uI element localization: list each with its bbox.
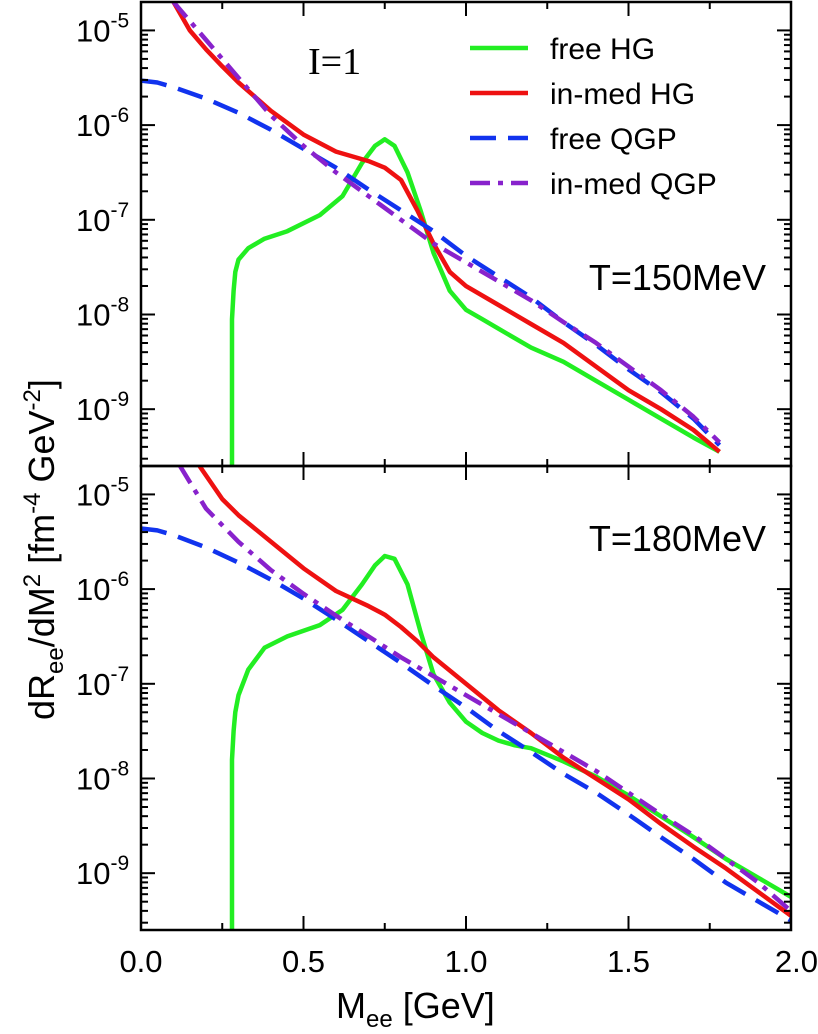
x-tick-label: 1.5 xyxy=(607,944,650,979)
y-axis-title-c-sup: -4 xyxy=(19,493,46,514)
series-line-free-qgp xyxy=(141,526,791,923)
series-line-free-hg xyxy=(229,137,721,466)
y-axis-title-b: /dM xyxy=(21,587,62,647)
series-group xyxy=(141,2,722,466)
y-tick-label-base: 10 xyxy=(76,297,110,332)
y-tick-label-base: 10 xyxy=(76,108,110,143)
y-tick-label-exponent: -9 xyxy=(110,852,129,875)
y-axis-title-d-sup: -2 xyxy=(19,389,46,410)
y-tick-label-base: 10 xyxy=(76,856,110,891)
series-line-in-med-hg xyxy=(171,2,721,454)
y-axis-title-b-sup: 2 xyxy=(19,574,46,587)
x-tick-label: 1.0 xyxy=(444,944,487,979)
y-axis-title-a-sub: ee xyxy=(42,647,69,674)
y-tick-label: 10-6 xyxy=(76,104,129,143)
x-tick-label: 0.5 xyxy=(282,944,325,979)
y-tick-label-exponent: -9 xyxy=(110,388,129,411)
series-group xyxy=(141,466,791,930)
y-axis-title-d: GeV xyxy=(21,411,62,493)
y-tick-label-exponent: -6 xyxy=(110,104,129,127)
y-tick-label: 10-9 xyxy=(76,388,129,427)
y-tick-label-base: 10 xyxy=(76,761,110,796)
panel-label: T=180MeV xyxy=(589,518,766,559)
y-tick-label-base: 10 xyxy=(76,572,110,607)
y-tick-label-base: 10 xyxy=(76,667,110,702)
chart-panel-2: 10-910-810-710-610-5T=180MeV xyxy=(76,464,793,932)
y-tick-label: 10-9 xyxy=(76,852,129,891)
x-tick-label: 0.0 xyxy=(119,944,162,979)
y-tick-label-exponent: -7 xyxy=(110,199,129,222)
y-tick-label: 10-8 xyxy=(76,293,129,332)
y-tick-label: 10-5 xyxy=(76,473,129,512)
y-tick-label-exponent: -8 xyxy=(110,757,129,780)
legend: free HG in-med HG free QGP in-med QGP xyxy=(470,33,717,201)
y-tick-label-exponent: -7 xyxy=(110,663,129,686)
series-line-in-med-hg xyxy=(197,466,791,918)
y-tick-label: 10-5 xyxy=(76,9,129,48)
y-axis-title: dRee/dM2 [fm-4 GeV-2] xyxy=(19,379,69,720)
panel-label: T=150MeV xyxy=(589,257,766,298)
legend-label: in-med QGP xyxy=(550,168,717,201)
y-tick-label: 10-6 xyxy=(76,568,129,607)
legend-label: free QGP xyxy=(550,123,677,156)
y-tick-label: 10-7 xyxy=(76,663,129,702)
isospin-label: I=1 xyxy=(308,41,361,83)
plot-frame xyxy=(139,0,793,468)
y-tick-label-exponent: -6 xyxy=(110,568,129,591)
x-tick-label: 2.0 xyxy=(775,944,818,979)
y-axis-title-a: dR xyxy=(21,674,62,720)
series-line-free-qgp xyxy=(141,78,722,447)
y-axis-title-c: [fm xyxy=(21,514,62,574)
legend-label: free HG xyxy=(550,33,655,66)
series-line-in-med-qgp xyxy=(178,466,791,913)
y-tick-label-base: 10 xyxy=(76,13,110,48)
x-axis-title-main: M xyxy=(336,985,366,1026)
legend-label: in-med HG xyxy=(550,78,695,111)
y-tick-label-exponent: -5 xyxy=(110,473,129,496)
y-tick-label: 10-8 xyxy=(76,757,129,796)
y-tick-label: 10-7 xyxy=(76,199,129,238)
y-tick-label-base: 10 xyxy=(76,477,110,512)
y-tick-label-base: 10 xyxy=(76,392,110,427)
x-axis-title: Mee [GeV] xyxy=(336,985,495,1033)
chart-panel-1: 10-910-810-710-610-5T=150MeV xyxy=(76,0,793,468)
series-line-in-med-qgp xyxy=(171,2,722,444)
y-tick-label-base: 10 xyxy=(76,203,110,238)
y-tick-label-exponent: -8 xyxy=(110,293,129,316)
series-line-free-hg xyxy=(229,553,791,930)
x-axis-title-unit: [GeV] xyxy=(393,985,495,1026)
y-axis-title-e: ] xyxy=(21,379,62,389)
y-tick-label-exponent: -5 xyxy=(110,9,129,32)
x-axis-title-sub: ee xyxy=(366,1006,393,1033)
